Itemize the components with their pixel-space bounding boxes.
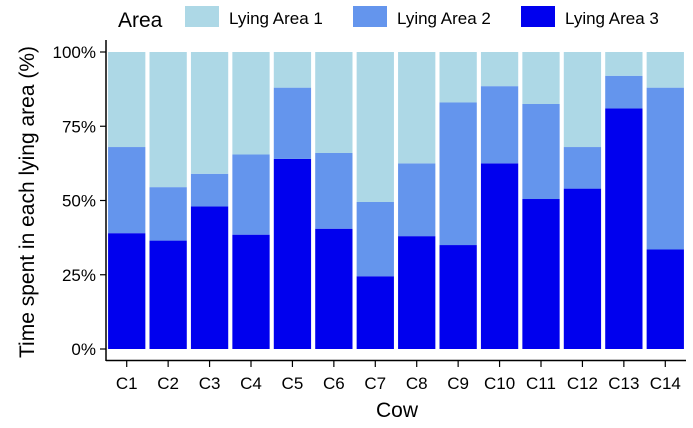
y-axis-title: Time spent in each lying area (%) [16, 46, 39, 358]
bar-c2-series-2 [149, 187, 187, 241]
bar-c4-series-2 [232, 154, 270, 235]
bars [108, 52, 684, 350]
y-tick-label: 100% [53, 43, 96, 62]
bar-c8-series-2 [398, 163, 436, 237]
bar-c12-series-2 [563, 147, 602, 189]
bar-c14-series-1 [646, 249, 684, 349]
bar-c11-series-3 [522, 52, 560, 104]
bar-c4-series-3 [232, 52, 270, 155]
x-tick-label: C7 [364, 374, 386, 393]
bar-c3-series-1 [190, 206, 229, 349]
legend-swatch [185, 6, 219, 27]
x-tick-label: C2 [157, 374, 179, 393]
bar-c14-series-3 [646, 52, 684, 88]
bar-c6-series-3 [315, 52, 353, 153]
x-tick-label: C13 [608, 374, 639, 393]
x-tick-label: C9 [447, 374, 469, 393]
bar-c13-series-2 [605, 75, 643, 109]
bar-c1-series-3 [108, 52, 146, 148]
bar-c3-series-2 [190, 173, 229, 207]
bar-c7-series-3 [356, 52, 394, 202]
bar-c6-series-2 [315, 152, 353, 229]
legend-title: Area [118, 9, 163, 32]
legend-items: Lying Area 1 Lying Area 2 Lying Area 3 [185, 6, 659, 28]
bar-c5-series-1 [273, 158, 312, 349]
bar-c8-series-1 [398, 236, 436, 349]
y-tick-label: 75% [62, 117, 96, 136]
bar-c9-series-1 [439, 245, 477, 349]
x-tick-label: C14 [650, 374, 681, 393]
x-tick-label: C3 [199, 374, 221, 393]
bar-c12-series-3 [563, 52, 602, 148]
bar-c11-series-1 [522, 199, 560, 349]
bar-c1-series-1 [108, 233, 146, 349]
x-tick-label: C6 [323, 374, 345, 393]
legend-label: Lying Area 1 [229, 9, 323, 28]
y-ticks: 0% 25% 50% 75% 100% [53, 43, 106, 359]
bar-c5-series-3 [273, 52, 312, 88]
x-tick-label: C8 [406, 374, 428, 393]
bar-c12-series-1 [563, 188, 602, 349]
bar-c3-series-3 [190, 52, 229, 174]
x-tick-label: C5 [282, 374, 304, 393]
legend-swatch [353, 6, 387, 27]
bar-c7-series-2 [356, 201, 394, 277]
bar-c10-series-3 [480, 52, 519, 87]
y-tick-label: 0% [71, 340, 96, 359]
bar-c8-series-3 [398, 52, 436, 164]
bar-c13-series-3 [605, 52, 643, 76]
bar-c7-series-1 [356, 276, 394, 349]
bar-c1-series-2 [108, 147, 146, 234]
bar-c9-series-2 [439, 102, 477, 246]
y-tick-label: 50% [62, 192, 96, 211]
bar-c4-series-1 [232, 234, 270, 349]
x-axis-title: Cow [376, 399, 419, 422]
bar-c5-series-2 [273, 87, 312, 159]
legend-swatch [521, 6, 555, 27]
x-tick-label: C12 [567, 374, 598, 393]
bar-c2-series-3 [149, 52, 187, 188]
x-ticks: C1 C2 C3 C4 C5 C6 C7 C8 C9 C10 C11 C12 C13 C14 [116, 361, 681, 393]
bar-c13-series-1 [605, 108, 643, 350]
legend-label: Lying Area 3 [565, 9, 659, 28]
legend-label: Lying Area 2 [397, 9, 491, 28]
y-tick-label: 25% [62, 266, 96, 285]
x-tick-label: C1 [116, 374, 138, 393]
bar-c9-series-3 [439, 52, 477, 103]
x-tick-label: C10 [484, 374, 515, 393]
bar-c2-series-1 [149, 240, 187, 349]
bar-c6-series-1 [315, 228, 353, 349]
legend: Area Lying Area 1 Lying Area 2 Lying Area … [118, 6, 659, 32]
x-tick-label: C4 [240, 374, 262, 393]
bar-c14-series-2 [646, 87, 684, 250]
bar-c10-series-1 [480, 163, 519, 350]
x-tick-label: C11 [526, 374, 556, 393]
bar-c10-series-2 [480, 86, 519, 164]
bar-c11-series-2 [522, 103, 560, 200]
